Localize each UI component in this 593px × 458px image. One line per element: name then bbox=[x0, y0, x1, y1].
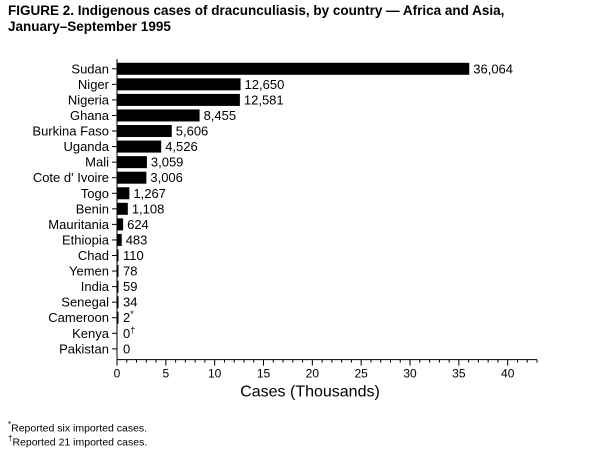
value-label: 0 bbox=[123, 341, 130, 356]
bar bbox=[117, 62, 470, 75]
value-label: 624 bbox=[127, 217, 149, 232]
bar bbox=[117, 265, 119, 278]
category-label: Cameroon bbox=[48, 310, 109, 325]
value-label: 483 bbox=[126, 232, 148, 247]
category-label: Ethiopia bbox=[62, 232, 110, 247]
bar bbox=[117, 171, 147, 184]
footnote-2-text: Reported 21 imported cases. bbox=[12, 436, 148, 449]
x-tick-label: 30 bbox=[403, 367, 417, 381]
footnote-2: †Reported 21 imported cases. bbox=[8, 432, 147, 450]
bar bbox=[117, 125, 172, 138]
category-label: Burkina Faso bbox=[32, 124, 109, 139]
value-label: 36,064 bbox=[473, 61, 513, 76]
value-label: 78 bbox=[123, 264, 137, 279]
x-tick-label: 35 bbox=[452, 367, 466, 381]
category-label: Nigeria bbox=[68, 92, 110, 107]
bar bbox=[117, 93, 240, 106]
x-tick-label: 25 bbox=[355, 367, 369, 381]
footnote-1-mark: * bbox=[8, 420, 12, 429]
x-tick-label: 40 bbox=[501, 367, 515, 381]
category-label: Niger bbox=[78, 77, 110, 92]
value-label-mark: * bbox=[130, 309, 134, 319]
value-label: 1,267 bbox=[133, 186, 166, 201]
x-tick-label: 10 bbox=[208, 367, 222, 381]
footnote-1-text: Reported six imported cases. bbox=[11, 422, 148, 435]
footnote-1: *Reported six imported cases. bbox=[8, 418, 147, 436]
value-label: 110 bbox=[123, 248, 144, 263]
bar bbox=[117, 109, 200, 122]
category-label: Uganda bbox=[63, 139, 109, 154]
value-label: 0† bbox=[123, 325, 135, 341]
bar bbox=[117, 296, 119, 309]
value-label: 5,606 bbox=[176, 124, 209, 139]
category-label: Benin bbox=[76, 201, 109, 216]
value-label: 3,006 bbox=[150, 170, 183, 185]
value-label: 3,059 bbox=[151, 155, 184, 170]
x-axis-label: Cases (Thousands) bbox=[240, 384, 380, 401]
x-tick-label: 20 bbox=[306, 367, 320, 381]
value-label: 12,650 bbox=[245, 77, 285, 92]
value-label: 2* bbox=[123, 309, 134, 325]
bar bbox=[117, 140, 162, 153]
category-label: Togo bbox=[81, 186, 109, 201]
category-label: India bbox=[81, 279, 110, 294]
x-tick-label: 5 bbox=[162, 367, 169, 381]
category-label: Pakistan bbox=[59, 341, 109, 356]
bar bbox=[117, 202, 128, 215]
bar bbox=[117, 311, 119, 324]
x-tick-label: 15 bbox=[257, 367, 271, 381]
bar bbox=[117, 218, 124, 231]
value-label: 59 bbox=[123, 279, 137, 294]
bar bbox=[117, 280, 119, 293]
category-label: Mauritania bbox=[48, 217, 109, 232]
value-label: 12,581 bbox=[244, 92, 284, 107]
bar bbox=[117, 249, 119, 262]
bar bbox=[117, 156, 147, 169]
bar bbox=[117, 187, 130, 200]
category-label: Senegal bbox=[61, 295, 109, 310]
value-label: 1,108 bbox=[132, 201, 165, 216]
bar bbox=[117, 78, 241, 91]
category-label: Sudan bbox=[71, 61, 109, 76]
title-line-1: FIGURE 2. Indigenous cases of dracunculi… bbox=[8, 3, 505, 18]
category-label: Chad bbox=[78, 248, 109, 263]
category-label: Kenya bbox=[72, 326, 110, 341]
value-label: 8,455 bbox=[204, 108, 237, 123]
footnote-2-mark: † bbox=[8, 434, 13, 443]
bar bbox=[117, 233, 122, 246]
chart-title: FIGURE 2. Indigenous cases of dracunculi… bbox=[8, 3, 588, 35]
category-label: Cote d' Ivoire bbox=[33, 170, 109, 185]
value-label: 34 bbox=[123, 295, 137, 310]
category-label: Ghana bbox=[70, 108, 110, 123]
value-label-mark: † bbox=[130, 325, 135, 335]
category-label: Mali bbox=[85, 155, 109, 170]
x-tick-label: 0 bbox=[114, 367, 121, 381]
value-label: 4,526 bbox=[165, 139, 198, 154]
category-label: Yemen bbox=[69, 264, 109, 279]
title-line-2: January–September 1995 bbox=[8, 19, 171, 34]
